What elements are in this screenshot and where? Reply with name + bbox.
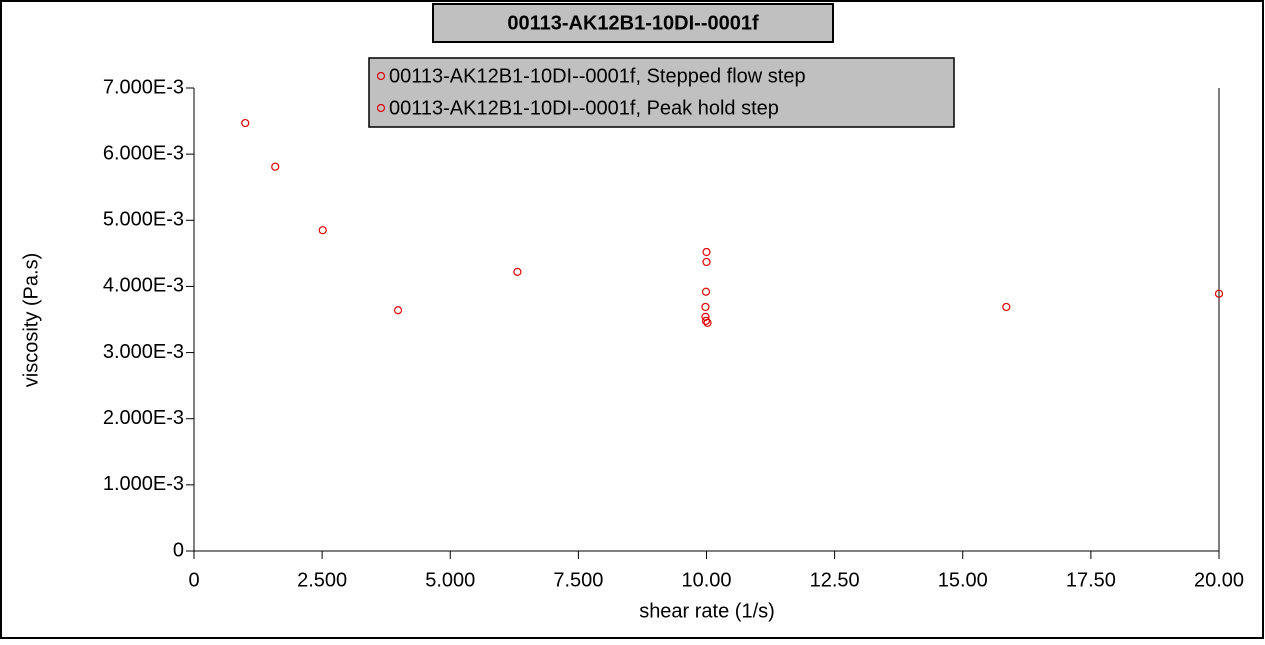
y-tick-label: 7.000E-3 [103,76,184,98]
y-tick-label: 6.000E-3 [103,142,184,164]
data-point [513,267,522,276]
x-tick-label: 2.500 [297,569,347,591]
data-point [271,162,280,171]
x-tick-label: 10.00 [681,569,731,591]
y-tick-label: 3.000E-3 [103,341,184,363]
x-axis-label: shear rate (1/s) [639,600,775,622]
x-tick-label: 0 [188,569,199,591]
legend-marker [376,103,386,113]
y-tick-label: 1.000E-3 [103,473,184,495]
x-tick-label: 5.000 [425,569,475,591]
y-tick-label: 2.000E-3 [103,407,184,429]
x-tick-label: 20.00 [1194,569,1244,591]
x-tick-label: 15.00 [938,569,988,591]
data-point [318,226,327,235]
data-point [241,118,250,128]
data-point [701,302,710,312]
data-point [703,318,712,327]
title-box [432,3,834,43]
chart-title: 00113-AK12B1-10DI--0001f [507,12,759,34]
data-point [701,316,711,325]
y-tick-label: 0 [173,539,184,561]
legend-marker [376,71,386,81]
legend-label: 00113-AK12B1-10DI--0001f, Stepped flow s… [389,65,806,87]
x-tick-label: 12.50 [810,569,860,591]
legend-box [368,57,955,128]
data-point [701,287,711,296]
data-point [1214,289,1224,298]
x-tick-label: 17.50 [1066,569,1116,591]
y-axis-label: viscosity (Pa.s) [20,253,42,387]
x-tick-label: 7.500 [553,569,603,591]
data-point [393,306,403,315]
y-tick-label: 5.000E-3 [103,209,184,231]
data-point [1002,302,1011,312]
y-tick-label: 4.000E-3 [103,275,184,297]
data-point [702,247,711,257]
legend-label: 00113-AK12B1-10DI--0001f, Peak hold step [389,97,779,119]
data-point [702,257,711,267]
